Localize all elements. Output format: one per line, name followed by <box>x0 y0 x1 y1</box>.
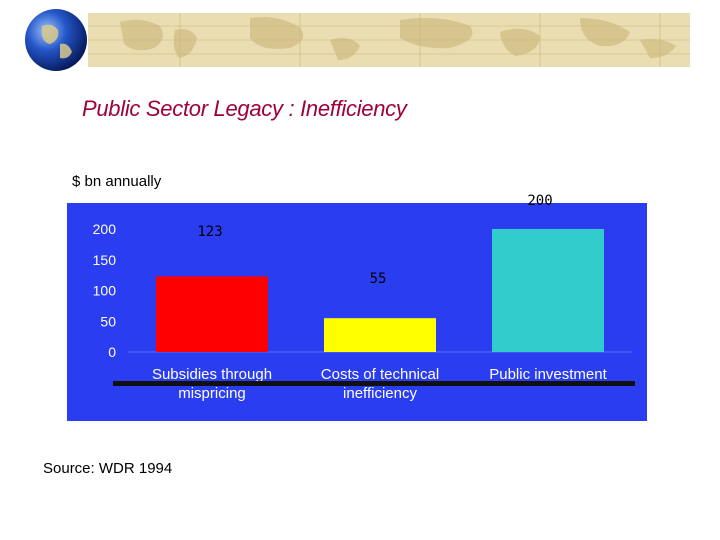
y-tick-label: 0 <box>108 344 116 360</box>
value-label: 123 <box>197 224 223 240</box>
x-category-label: Costs of technical <box>321 366 439 383</box>
y-tick-label: 150 <box>93 252 117 268</box>
map-continents <box>120 17 676 60</box>
category-underline <box>113 381 635 386</box>
x-category-label: inefficiency <box>343 385 417 402</box>
x-category-label: mispricing <box>178 385 246 402</box>
y-tick-label: 50 <box>100 313 116 329</box>
y-tick-label: 100 <box>93 283 117 299</box>
x-category-label: Subsidies through <box>152 366 272 383</box>
source-note: Source: WDR 1994 <box>43 460 173 477</box>
map-grid-lines <box>88 13 690 67</box>
decorative-banner <box>25 9 690 71</box>
globe-icon <box>25 9 87 71</box>
value-label: 55 <box>369 271 387 287</box>
y-tick-label: 200 <box>93 221 117 237</box>
value-label: 200 <box>527 193 553 209</box>
slide-title: Public Sector Legacy : Inefficiency <box>82 96 407 121</box>
unit-label: $ bn annually <box>72 173 162 190</box>
bar <box>324 318 436 352</box>
bar <box>156 276 268 352</box>
globe-land-shape <box>41 24 72 59</box>
x-category-label: Public investment <box>489 366 607 383</box>
bar <box>492 229 604 352</box>
